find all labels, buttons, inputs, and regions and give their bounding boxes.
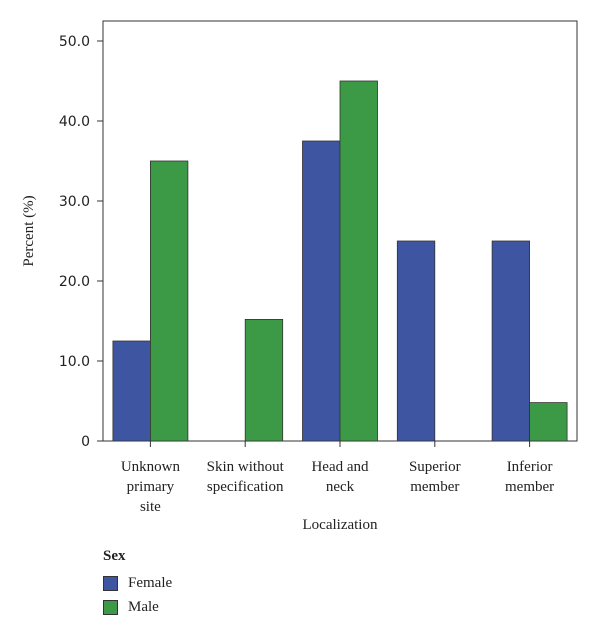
bar-female [491,240,531,442]
legend-title: Sex [103,548,126,564]
x-category-label-line: Skin without [207,459,285,475]
bar-male [244,318,284,442]
bar-chart: 0 10.0 20.0 30.0 40.0 50.0 Unknown primary site… [21,20,578,533]
legend-swatch-male [103,599,118,615]
x-category-label: Head and neck [311,459,369,495]
x-category-label: Superior member [409,459,461,495]
legend-label-male: Male [128,598,159,615]
bar-female [396,240,436,442]
legend-item-male: Male [103,595,172,619]
bar-male [339,80,378,442]
x-category-label: Inferior member [505,459,554,495]
x-category-label-line: neck [326,479,355,495]
y-tick-label: 20.0 [59,274,90,290]
legend-swatch-female [103,575,118,591]
y-tick-label: 50.0 [59,34,90,50]
x-category-label-line: Superior [409,459,461,475]
legend-item-female: Female [103,571,172,595]
x-category-label-line: member [410,479,459,495]
y-tick-label: 10.0 [59,354,90,370]
bar-female [112,340,151,442]
x-category-label-line: Head and [311,459,369,475]
legend: Sex Female Male [103,548,172,619]
x-category-label-line: primary [127,479,175,495]
x-axis: Unknown primary site Skin without specificat… [121,441,554,515]
x-category-label-line: specification [207,479,284,495]
bar-male [149,160,189,442]
y-tick-label: 0 [81,434,90,450]
x-category-label-line: Unknown [121,459,181,475]
x-category-label: Skin without specification [207,459,285,495]
legend-label-female: Female [128,574,173,591]
x-category-label-line: member [505,479,554,495]
y-axis-title: Percent (%) [21,195,37,266]
x-category-label-line: Inferior [507,459,553,475]
y-tick-label: 30.0 [59,194,90,210]
y-tick-label: 40.0 [59,114,90,130]
bar-male [529,402,568,442]
bar-female [302,140,341,442]
x-axis-title: Localization [303,517,378,533]
bars [112,80,568,442]
x-category-label: Unknown primary site [121,459,181,515]
x-category-label-line: site [140,499,161,515]
y-axis: 0 10.0 20.0 30.0 40.0 50.0 [59,34,103,450]
